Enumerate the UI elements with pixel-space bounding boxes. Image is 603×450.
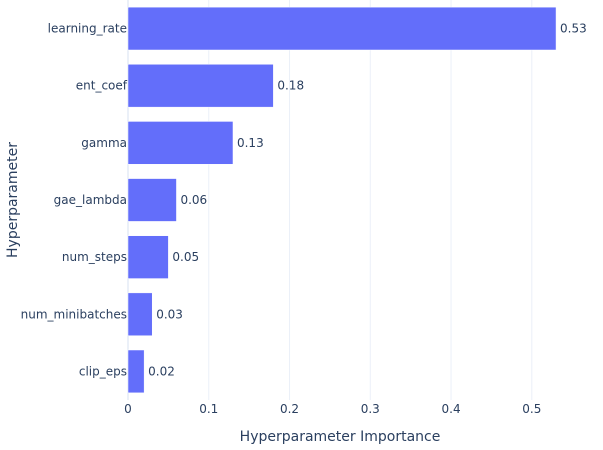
labels: 0 0.1 0.2 0.3 0.4 0.5 learning_rate 0.53 ent_coe…: [21, 22, 587, 416]
data-label: 0.03: [156, 307, 183, 321]
bar: [127, 178, 177, 222]
category-label: num_steps: [62, 250, 127, 264]
data-label: 0.53: [560, 22, 587, 36]
bar: [127, 349, 145, 394]
bar: [127, 292, 153, 336]
data-label: 0.06: [180, 193, 207, 207]
data-label: 0.18: [277, 79, 304, 93]
x-tick-label: 0.4: [442, 402, 461, 416]
data-label: 0.13: [237, 136, 264, 150]
x-tick-label: 0.2: [280, 402, 299, 416]
x-tick-label: 0.1: [199, 402, 218, 416]
x-tick-label: 0.5: [522, 402, 541, 416]
category-label: num_minibatches: [21, 307, 127, 321]
bar: [127, 121, 234, 165]
bars: [127, 6, 557, 394]
category-label: gae_lambda: [54, 193, 127, 207]
category-label: learning_rate: [48, 22, 127, 36]
bar: [127, 64, 274, 108]
x-tick-label: 0.3: [361, 402, 380, 416]
bar: [127, 6, 557, 51]
y-axis-title: Hyperparameter: [5, 142, 21, 258]
x-axis-title: Hyperparameter Importance: [240, 429, 441, 445]
category-label: clip_eps: [79, 364, 127, 378]
x-tick-label: 0: [124, 402, 132, 416]
category-label: ent_coef: [76, 79, 128, 93]
data-label: 0.05: [172, 250, 199, 264]
category-label: gamma: [81, 136, 127, 150]
data-label: 0.02: [148, 364, 175, 378]
bar: [127, 235, 169, 279]
